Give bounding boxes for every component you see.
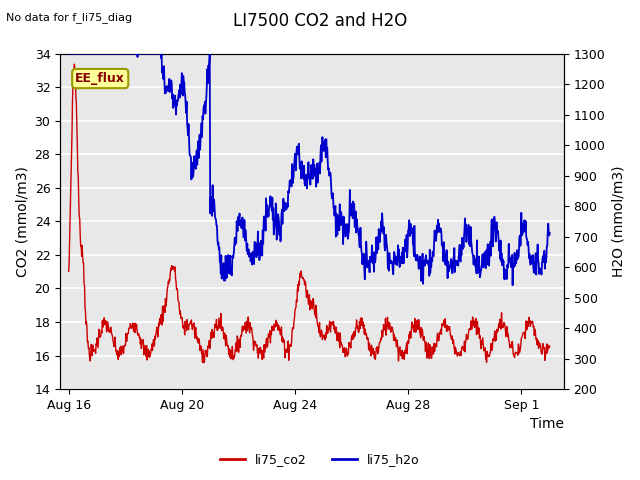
Legend: li75_co2, li75_h2o: li75_co2, li75_h2o [215,448,425,471]
X-axis label: Time: Time [530,418,564,432]
Y-axis label: CO2 (mmol/m3): CO2 (mmol/m3) [15,166,29,277]
Text: EE_flux: EE_flux [76,72,125,85]
Y-axis label: H2O (mmol/m3): H2O (mmol/m3) [611,166,625,277]
Text: LI7500 CO2 and H2O: LI7500 CO2 and H2O [233,12,407,30]
Text: No data for f_li75_diag: No data for f_li75_diag [6,12,132,23]
